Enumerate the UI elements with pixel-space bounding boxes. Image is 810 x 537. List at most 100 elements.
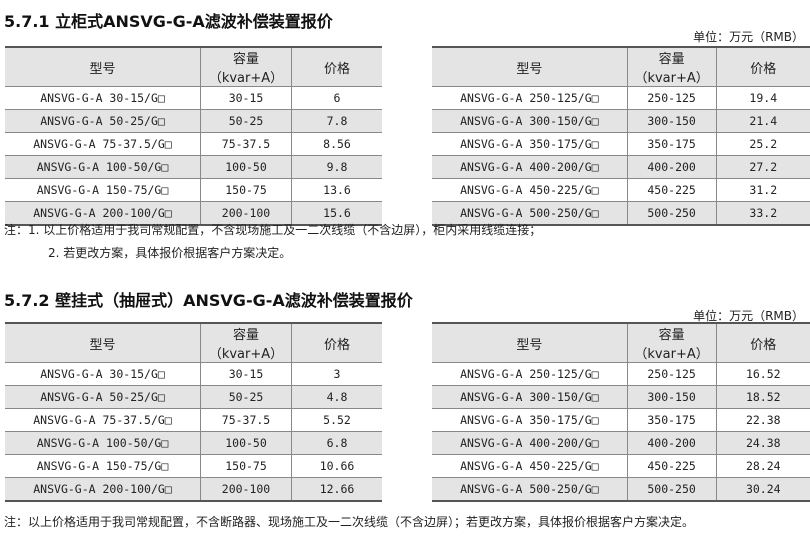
table-cell: ANSVG-G-A 450-225/G□: [432, 454, 628, 478]
table-cell: ANSVG-G-A 150-75/G□: [5, 178, 201, 202]
table-cell: 350-175: [626, 408, 717, 432]
table-row: ANSVG-G-A 300-150/G□ 300-150 21.4: [432, 109, 810, 133]
table-row: ANSVG-G-A 100-50/G□ 100-50 9.8: [5, 155, 382, 179]
price-table-right: 型号 容量（kvar+A） 价格 ANSVG-G-A 250-125/G□ 250-12…: [432, 322, 810, 502]
table-cell: ANSVG-G-A 75-37.5/G□: [5, 132, 201, 156]
table-cell: ANSVG-G-A 300-150/G□: [432, 109, 628, 133]
table-cell: 3: [291, 362, 382, 386]
table-cell: 30.24: [715, 477, 810, 502]
table-cell: 350-175: [626, 132, 717, 156]
header-row: 型号 容量（kvar+A） 价格: [5, 47, 382, 87]
table-cell: 500-250: [626, 477, 717, 502]
table-cell: 24.38: [715, 431, 810, 455]
table-cell: 7.8: [291, 109, 382, 133]
table-cell: 400-200: [626, 431, 717, 455]
table-cell: 27.2: [715, 155, 810, 179]
table-cell: 100-50: [200, 155, 292, 179]
table-cell: ANSVG-G-A 350-175/G□: [432, 132, 628, 156]
table-row: ANSVG-G-A 400-200/G□ 400-200 24.38: [432, 431, 810, 455]
table-cell: 75-37.5: [200, 408, 292, 432]
column-header: 容量（kvar+A）: [626, 323, 717, 363]
table-row: ANSVG-G-A 100-50/G□ 100-50 6.8: [5, 431, 382, 455]
table-cell: 30-15: [200, 362, 292, 386]
table-cell: 28.24: [715, 454, 810, 478]
table-row: ANSVG-G-A 300-150/G□ 300-150 18.52: [432, 385, 810, 409]
table-cell: 6.8: [291, 431, 382, 455]
table-row: ANSVG-G-A 150-75/G□ 150-75 10.66: [5, 454, 382, 478]
table-row: ANSVG-G-A 50-25/G□ 50-25 4.8: [5, 385, 382, 409]
price-table-right: 型号 容量（kvar+A） 价格 ANSVG-G-A 250-125/G□ 250-12…: [432, 46, 810, 226]
table-cell: ANSVG-G-A 400-200/G□: [432, 431, 628, 455]
table-cell: ANSVG-G-A 250-125/G□: [432, 362, 628, 386]
table-cell: 33.2: [715, 201, 810, 226]
table-row: ANSVG-G-A 30-15/G□ 30-15 6: [5, 86, 382, 110]
table-row: ANSVG-G-A 150-75/G□ 150-75 13.6: [5, 178, 382, 202]
table-cell: ANSVG-G-A 400-200/G□: [432, 155, 628, 179]
table-cell: ANSVG-G-A 200-100/G□: [5, 201, 201, 226]
table-cell: 100-50: [200, 431, 292, 455]
table-row: ANSVG-G-A 500-250/G□ 500-250 30.24: [432, 477, 810, 502]
table-cell: 18.52: [715, 385, 810, 409]
table-row: ANSVG-G-A 450-225/G□ 450-225 28.24: [432, 454, 810, 478]
table-cell: 25.2: [715, 132, 810, 156]
table-cell: 13.6: [291, 178, 382, 202]
table-cell: 150-75: [200, 178, 292, 202]
table-row: ANSVG-G-A 75-37.5/G□ 75-37.5 5.52: [5, 408, 382, 432]
header-row: 型号 容量（kvar+A） 价格: [5, 323, 382, 363]
section-title: 5.7.2 壁挂式（抽屉式）ANSVG-G-A滤波补偿装置报价: [4, 291, 413, 310]
table-cell: 250-125: [626, 86, 717, 110]
table-cell: ANSVG-G-A 200-100/G□: [5, 477, 201, 502]
table-cell: 9.8: [291, 155, 382, 179]
table-cell: ANSVG-G-A 250-125/G□: [432, 86, 628, 110]
table-cell: 31.2: [715, 178, 810, 202]
header-row: 型号 容量（kvar+A） 价格: [432, 323, 810, 363]
note: 2. 若更改方案，具体报价根据客户方案决定。: [48, 246, 292, 260]
table-cell: 50-25: [200, 385, 292, 409]
table-row: ANSVG-G-A 350-175/G□ 350-175 25.2: [432, 132, 810, 156]
table-cell: 500-250: [626, 201, 717, 226]
table-cell: 6: [291, 86, 382, 110]
table-row: ANSVG-G-A 200-100/G□ 200-100 15.6: [5, 201, 382, 226]
unit-label: 单位：万元（RMB）: [693, 309, 804, 323]
table-cell: 450-225: [626, 178, 717, 202]
column-header: 型号: [432, 47, 628, 87]
column-header: 型号: [5, 47, 201, 87]
header-row: 型号 容量（kvar+A） 价格: [432, 47, 810, 87]
table-cell: 300-150: [626, 109, 717, 133]
column-header: 容量（kvar+A）: [200, 323, 292, 363]
table-cell: ANSVG-G-A 150-75/G□: [5, 454, 201, 478]
table-cell: 450-225: [626, 454, 717, 478]
section-title: 5.7.1 立柜式ANSVG-G-A滤波补偿装置报价: [4, 12, 333, 31]
column-header: 容量（kvar+A）: [200, 47, 292, 87]
table-cell: 15.6: [291, 201, 382, 226]
column-header: 价格: [291, 323, 382, 363]
table-cell: 200-100: [200, 477, 292, 502]
column-header: 价格: [715, 323, 810, 363]
column-header: 价格: [715, 47, 810, 87]
table-cell: 10.66: [291, 454, 382, 478]
unit-label: 单位：万元（RMB）: [693, 30, 804, 44]
table-cell: 21.4: [715, 109, 810, 133]
table-row: ANSVG-G-A 250-125/G□ 250-125 16.52: [432, 362, 810, 386]
note: 注：以上价格适用于我司常规配置，不含断路器、现场施工及一二次线缆（不含边屏）；若…: [4, 515, 695, 529]
price-table-left: 型号 容量（kvar+A） 价格 ANSVG-G-A 30-15/G□ 30-15 3 AN…: [5, 322, 382, 502]
table-cell: 250-125: [626, 362, 717, 386]
table-row: ANSVG-G-A 350-175/G□ 350-175 22.38: [432, 408, 810, 432]
price-table-left: 型号 容量（kvar+A） 价格 ANSVG-G-A 30-15/G□ 30-15 6 AN…: [5, 46, 382, 226]
table-cell: ANSVG-G-A 100-50/G□: [5, 155, 201, 179]
table-cell: ANSVG-G-A 30-15/G□: [5, 362, 201, 386]
table-cell: ANSVG-G-A 75-37.5/G□: [5, 408, 201, 432]
table-cell: ANSVG-G-A 50-25/G□: [5, 109, 201, 133]
table-row: ANSVG-G-A 500-250/G□ 500-250 33.2: [432, 201, 810, 226]
column-header: 容量（kvar+A）: [626, 47, 717, 87]
table-cell: 200-100: [200, 201, 292, 226]
table-row: ANSVG-G-A 250-125/G□ 250-125 19.4: [432, 86, 810, 110]
table-cell: ANSVG-G-A 30-15/G□: [5, 86, 201, 110]
table-cell: 150-75: [200, 454, 292, 478]
table-cell: ANSVG-G-A 350-175/G□: [432, 408, 628, 432]
table-cell: 16.52: [715, 362, 810, 386]
table-cell: ANSVG-G-A 300-150/G□: [432, 385, 628, 409]
table-cell: 300-150: [626, 385, 717, 409]
table-row: ANSVG-G-A 50-25/G□ 50-25 7.8: [5, 109, 382, 133]
table-cell: ANSVG-G-A 50-25/G□: [5, 385, 201, 409]
